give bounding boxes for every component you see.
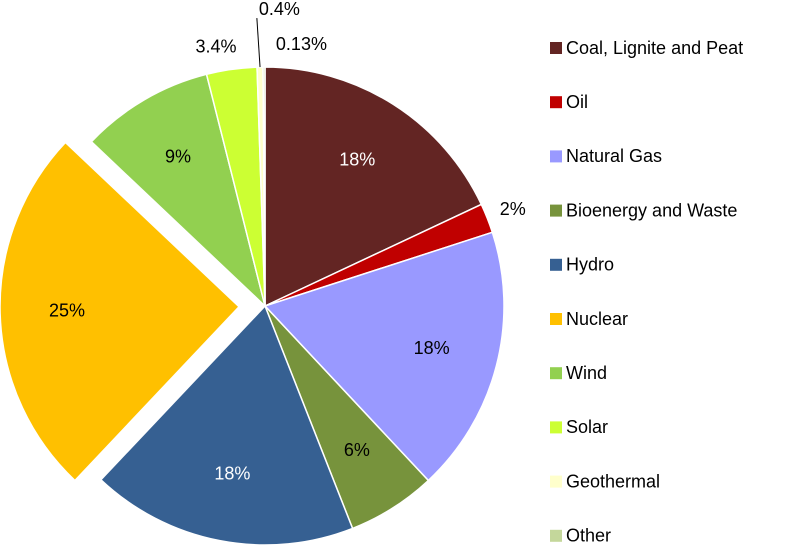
data-label: 0.4% <box>259 0 300 19</box>
legend-label: Bioenergy and Waste <box>566 200 737 220</box>
legend-swatch <box>550 258 562 271</box>
leader-line <box>256 18 261 68</box>
pie-slice <box>0 141 241 482</box>
pie-slice <box>90 73 267 309</box>
data-label: 2% <box>500 199 526 219</box>
pie-slice <box>262 66 266 307</box>
legend-label: Natural Gas <box>566 146 662 166</box>
legend-label: Solar <box>566 417 608 437</box>
legend-swatch <box>550 529 562 542</box>
legend-swatch <box>550 96 562 109</box>
data-label: 3.4% <box>195 36 236 56</box>
pie-slice <box>264 66 483 308</box>
data-label: 25% <box>49 300 85 320</box>
legend-label: Hydro <box>566 255 614 275</box>
data-label: 6% <box>344 440 370 460</box>
legend-label: Coal, Lignite and Peat <box>566 38 743 58</box>
legend-swatch <box>550 204 562 217</box>
data-label: 18% <box>414 338 450 358</box>
data-label: 18% <box>339 149 375 169</box>
legend-label: Wind <box>566 363 607 383</box>
data-label: 18% <box>214 464 250 484</box>
legend-swatch <box>550 150 562 163</box>
legend-swatch <box>550 313 562 325</box>
pie-slice <box>99 304 354 546</box>
legend-label: Other <box>566 526 611 546</box>
legend-swatch <box>550 421 562 434</box>
legend-swatch <box>550 475 562 488</box>
legend-label: Oil <box>566 92 588 112</box>
data-label: 9% <box>165 146 191 166</box>
data-label: 0.13% <box>276 34 327 54</box>
pie-slice <box>263 231 505 482</box>
legend-swatch <box>550 367 562 380</box>
legend-swatch <box>550 42 562 54</box>
legend-label: Nuclear <box>566 309 628 329</box>
legend-label: Geothermal <box>566 471 660 491</box>
